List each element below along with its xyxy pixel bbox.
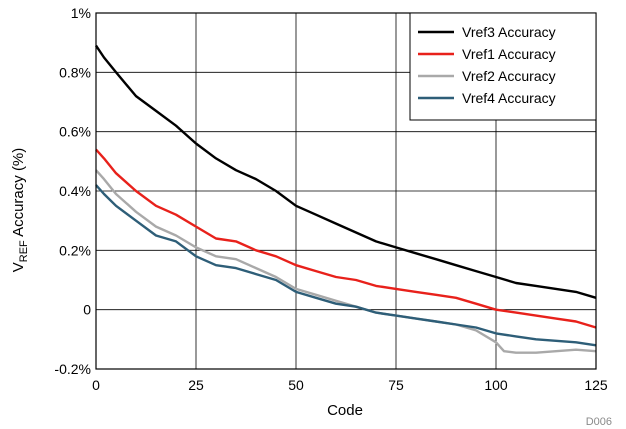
series-line-vref3-accuracy [95,44,597,299]
y-tick-label: 0.2% [59,242,91,258]
x-tick-label: 25 [188,377,204,393]
series-line-vref2-accuracy [95,169,597,354]
legend-label: Vref2 Accuracy [462,68,556,84]
y-tick-label: 0 [83,302,91,318]
y-tick-label: 0.4% [59,183,91,199]
x-tick-label: 100 [484,377,508,393]
x-axis-tick-labels: 0 25 50 75 100 125 [92,377,608,393]
y-axis-title-v: V [10,262,27,272]
plot-frame [95,12,597,370]
legend-box [409,12,597,121]
y-axis-tick-labels: -0.2% 0 0.2% 0.4% 0.6% 0.8% 1% [54,5,91,377]
x-tick-label: 0 [92,377,100,393]
y-axis-title: VREF Accuracy (%) [10,148,30,273]
legend-label: Vref1 Accuracy [462,46,556,62]
legend: Vref3 Accuracy Vref1 Accuracy Vref2 Accura… [409,12,597,121]
y-tick-label: -0.2% [54,361,91,377]
y-tick-label: 0.8% [59,64,91,80]
series-line-vref1-accuracy [95,148,597,329]
legend-label: Vref4 Accuracy [462,90,556,106]
x-tick-label: 75 [388,377,404,393]
legend-label: Vref3 Accuracy [462,24,556,40]
y-tick-label: 0.6% [59,124,91,140]
series-line-vref4-accuracy [95,184,597,347]
y-axis-title-subscript: REF [18,240,30,262]
x-tick-label: 50 [288,377,304,393]
x-axis-title: Code [327,402,363,419]
y-tick-label: 1% [71,5,91,21]
series-lines [95,44,597,354]
y-axis-title-rest: Accuracy (%) [10,148,27,241]
figure-id: D006 [586,416,612,428]
x-tick-label: 125 [584,377,608,393]
